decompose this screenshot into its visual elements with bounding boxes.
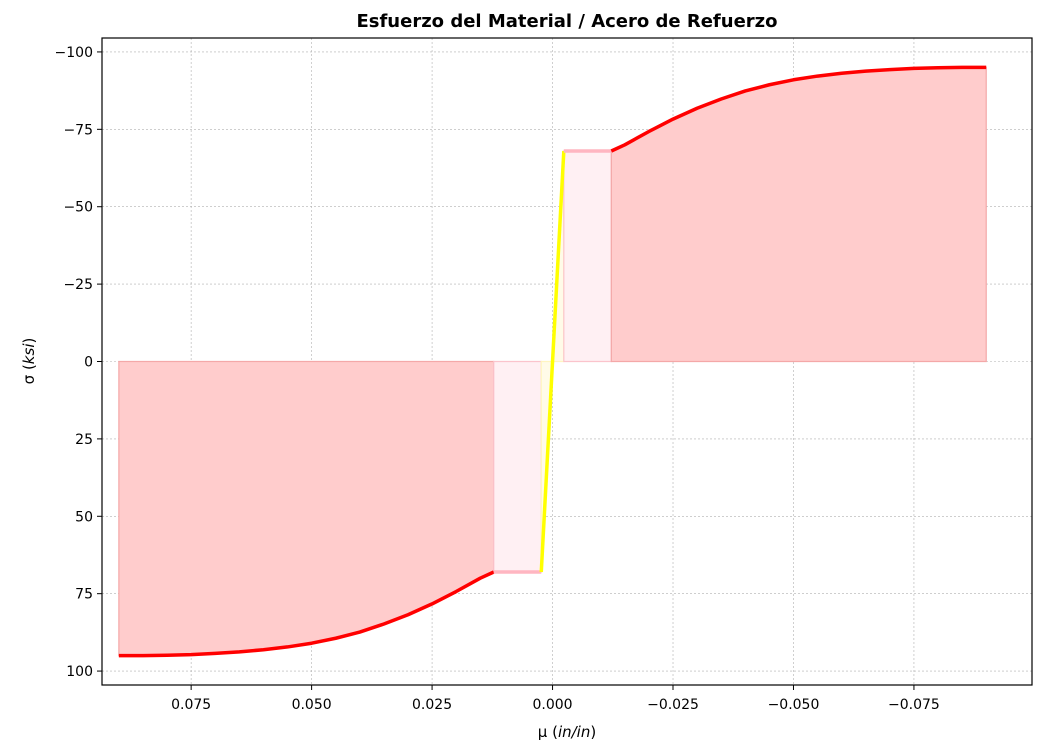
x-tick-label: 0.025 [412,697,452,713]
x-tick-label: −0.050 [768,697,820,713]
x-tick-label: 0.050 [292,697,332,713]
x-axis-label: μ (in/in) [538,723,596,741]
y-tick-label: −75 [63,122,93,138]
y-tick-label: −50 [63,200,93,216]
x-tick-label: −0.025 [647,697,699,713]
y-tick-label: 50 [75,509,93,525]
y-tick-label: −100 [55,45,93,61]
x-axis-ticks: 0.075 0.050 0.025 0.000 −0.025 −0.050 −0.075 [171,685,940,713]
x-tick-label: 0.000 [532,697,572,713]
chart-title: Esfuerzo del Material / Acero de Refuerz… [356,11,777,32]
y-tick-label: 75 [75,587,93,603]
fill-yield-plateau-tension [493,360,542,573]
y-tick-label: 25 [75,432,93,448]
series-strain-hardening-compression [610,65,987,153]
x-tick-label: 0.075 [171,697,211,713]
y-tick-label: −25 [63,277,93,293]
y-tick-label: 0 [84,355,93,371]
fill-yield-plateau-compression [563,150,612,363]
y-tick-label: 100 [66,664,93,680]
y-axis-label: σ (ksi) [20,338,38,385]
y-axis-ticks: −100 −75 −50 −25 0 25 50 75 100 [55,45,102,680]
series-lines [118,65,987,658]
series-strain-hardening-tension [118,570,495,658]
series-elastic [539,150,566,573]
x-tick-label: −0.075 [888,697,940,713]
